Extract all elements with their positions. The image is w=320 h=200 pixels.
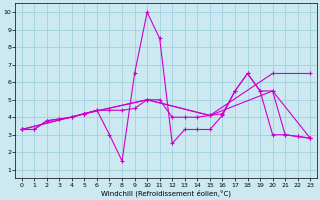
X-axis label: Windchill (Refroidissement éolien,°C): Windchill (Refroidissement éolien,°C): [101, 189, 231, 197]
